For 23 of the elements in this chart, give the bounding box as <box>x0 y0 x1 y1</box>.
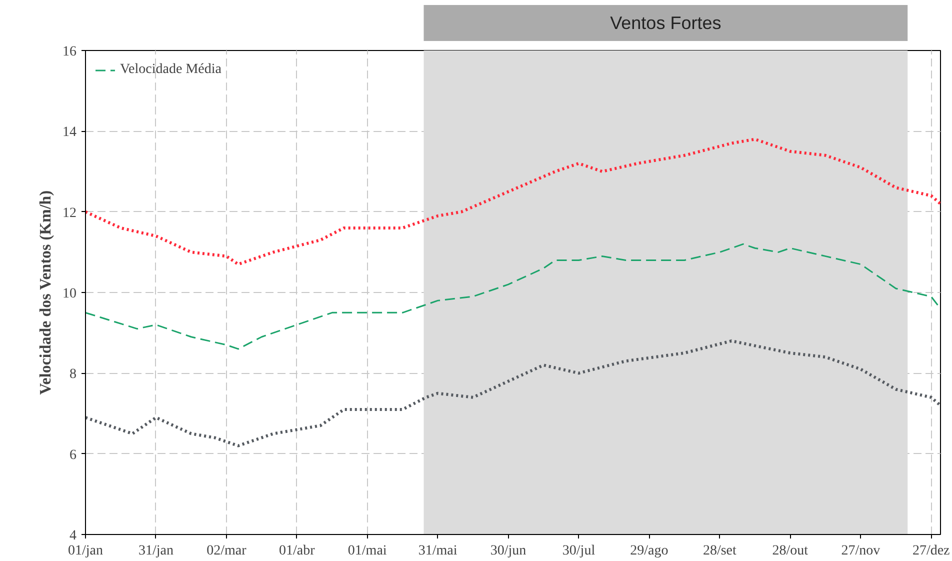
x-tick-label: 27/nov <box>841 544 880 558</box>
y-tick-label: 10 <box>62 286 76 302</box>
x-tick-label: 01/abr <box>279 544 316 558</box>
legend-label: Velocidade Média <box>120 62 222 78</box>
y-tick-label: 12 <box>62 206 76 221</box>
x-tick-label: 01/jan <box>68 544 104 558</box>
y-tick-label: 8 <box>70 367 76 382</box>
x-tick-label: 28/out <box>772 544 808 558</box>
x-tick-label: 28/set <box>702 544 737 558</box>
x-tick-label: 30/jun <box>490 544 526 558</box>
y-tick-label: 16 <box>62 44 76 60</box>
x-tick-label: 27/dez <box>912 544 950 558</box>
x-tick-label: 31/mai <box>418 544 458 558</box>
band-label: Ventos Fortes <box>610 13 722 33</box>
x-tick-label: 30/jul <box>562 544 596 558</box>
y-tick-label: 14 <box>62 125 76 140</box>
y-axis-title: Velocidade dos Ventos (Km/h) <box>38 190 54 395</box>
y-tick-label: 4 <box>70 528 76 544</box>
y-tick-label: 6 <box>70 448 76 463</box>
x-tick-label: 01/mai <box>348 544 387 558</box>
x-tick-label: 02/mar <box>206 544 247 558</box>
x-tick-label: 31/jan <box>138 544 174 558</box>
x-tick-label: 29/ago <box>630 544 668 558</box>
